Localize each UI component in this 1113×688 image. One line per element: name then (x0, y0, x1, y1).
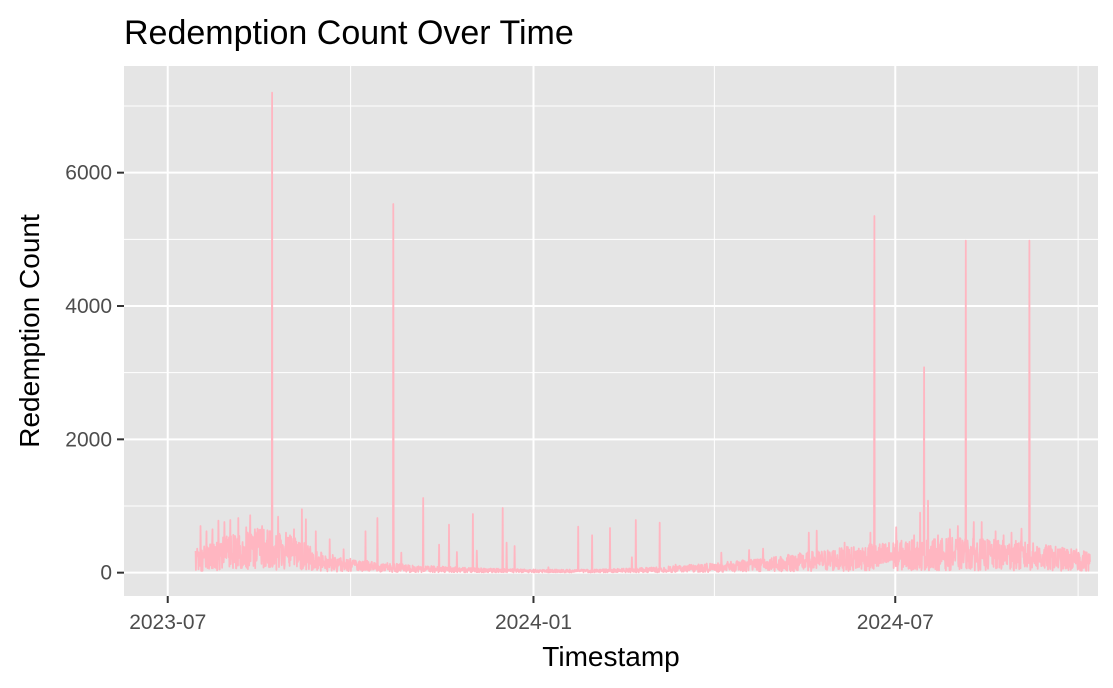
x-tick-label: 2023-07 (129, 611, 206, 634)
y-axis: 0 2000 4000 6000 (65, 162, 124, 585)
grid-minor (124, 66, 1098, 596)
data-series (194, 91, 1091, 574)
y-axis-title: Redemption Count (14, 214, 45, 448)
x-axis: 2023-07 2024-01 2024-07 (129, 596, 934, 634)
x-tick-label: 2024-01 (495, 611, 572, 634)
y-tick-label: 0 (100, 562, 112, 585)
plot-panel (124, 66, 1098, 596)
chart-title: Redemption Count Over Time (124, 14, 574, 52)
grid-major (124, 66, 1098, 596)
x-axis-title: Timestamp (542, 641, 679, 672)
y-tick-label: 4000 (65, 295, 112, 318)
y-tick-label: 6000 (65, 162, 112, 185)
y-tick-label: 2000 (65, 428, 112, 451)
x-tick-label: 2024-07 (857, 611, 934, 634)
series-line (194, 91, 1091, 574)
